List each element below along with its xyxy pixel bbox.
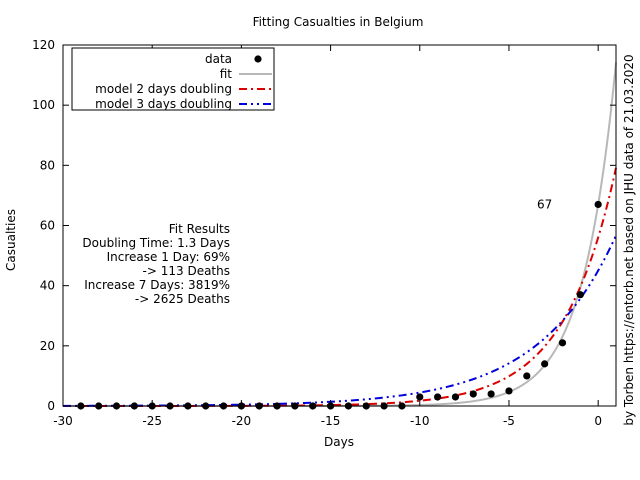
x-tick-label: -25 [142,414,162,428]
y-axis-label: Casualties [4,209,18,271]
legend-label: data [205,52,232,66]
y-tick-label: 20 [40,339,55,353]
x-tick-label: -30 [53,414,73,428]
chart-title: Fitting Casualties in Belgium [253,15,424,29]
fit-results-line: -> 113 Deaths [143,264,230,278]
data-point [505,387,513,395]
data-point [523,372,531,380]
x-tick-label: 0 [594,414,602,428]
fit-results-line: -> 2625 Deaths [135,292,230,306]
x-tick-label: -15 [321,414,341,428]
data-point [594,200,602,209]
y-tick-label: 0 [47,399,55,413]
y-tick-label: 60 [40,219,55,233]
data-point [558,339,567,347]
y-tick-label: 100 [32,98,55,112]
axes: -30 -25 -20 -15 -10 -5 0 0 20 40 60 80 100 120 [32,38,616,428]
legend-marker [254,55,262,63]
data-point [487,390,495,398]
data-point-label: 67 [537,197,552,211]
x-tick-label: -20 [232,414,252,428]
fit-results-line: Doubling Time: 1.3 Days [82,236,230,250]
data-point [434,393,442,401]
x-tick-label: -10 [410,414,430,428]
data-point [469,390,477,398]
fit-results-line: Fit Results [169,222,230,236]
y-tick-label: 40 [40,279,55,293]
fit-results-line: Increase 1 Day: 69% [107,250,230,264]
x-tick-label: -5 [503,414,515,428]
credit-text: by Torben https://entorb.net based on JH… [622,54,636,425]
y-tick-label: 80 [40,158,55,172]
series-line [63,235,617,407]
y-tick-label: 120 [32,38,55,52]
data-point [576,291,584,299]
series-line [63,62,617,407]
legend-label: model 2 days doubling [95,82,232,96]
fit-results-box: Fit Results Doubling Time: 1.3 Days Incr… [82,222,230,306]
legend-box [71,47,275,111]
fit-results-line: Increase 7 Days: 3819% [84,278,230,292]
data-point [451,393,460,401]
legend-label: fit [220,67,233,81]
x-axis-label: Days [324,435,354,449]
data-point [416,393,424,401]
legend-label: model 3 days doubling [95,97,232,111]
data-point [541,360,549,368]
